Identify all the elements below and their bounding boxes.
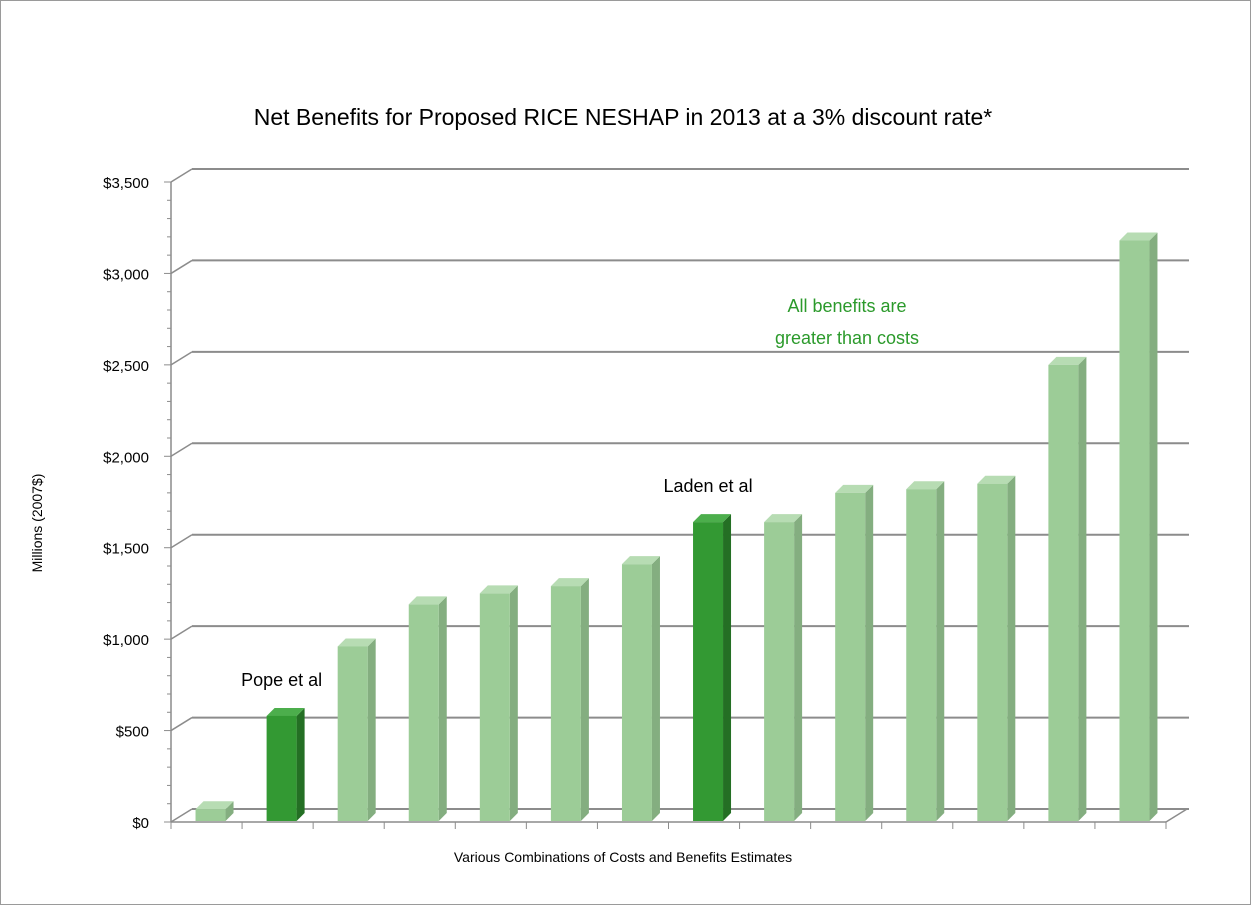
bar-top <box>621 556 660 565</box>
bar-11 <box>906 481 945 821</box>
bar-front <box>550 586 581 821</box>
y-tick-label: $2,500 <box>103 358 149 375</box>
bar-front <box>479 593 510 821</box>
bar-side <box>367 638 376 821</box>
axes <box>164 181 1188 829</box>
bar-side <box>794 514 803 821</box>
bar-top <box>835 484 874 493</box>
grid-diag-5 <box>170 351 193 366</box>
bar-4 <box>408 596 447 821</box>
bar-front <box>195 809 226 821</box>
bar-12 <box>977 475 1016 821</box>
y-tick-labels: $0 $500 $1,000 $1,500 $2,000 $2,500 $3,000 $3,5… <box>103 175 149 832</box>
bar-top <box>1048 356 1087 365</box>
bar-front <box>408 604 439 821</box>
note-line-2: greater than costs <box>775 328 919 348</box>
bar-9 <box>764 514 803 821</box>
bar-front <box>337 646 368 821</box>
bar-side <box>1078 356 1087 821</box>
bar-side <box>438 596 447 821</box>
bar-3 <box>337 638 376 821</box>
bar-top <box>906 481 945 490</box>
bar-top <box>337 638 376 647</box>
bar-top <box>764 514 803 523</box>
bar-front <box>693 522 724 821</box>
bar-front <box>906 489 937 821</box>
bar-front <box>977 483 1008 821</box>
bar-2 <box>266 707 305 821</box>
bar-1 <box>195 801 234 821</box>
bar-top <box>1119 232 1158 241</box>
bar-top <box>266 707 305 716</box>
bar-side <box>651 556 660 821</box>
y-tick-label: $1,500 <box>103 541 149 558</box>
bar-top <box>479 585 518 594</box>
bar-top <box>408 596 447 605</box>
bar-side <box>723 514 732 821</box>
grid-diag-2 <box>170 625 193 640</box>
bar-10 <box>835 484 874 821</box>
grid-diag-7 <box>170 168 193 183</box>
bar-8 <box>693 514 732 821</box>
bar-side <box>865 484 874 821</box>
bar-14 <box>1119 232 1158 821</box>
bar-front <box>266 715 297 821</box>
x-axis-label: Various Combinations of Costs and Benefi… <box>454 849 792 865</box>
annotations: Pope et al Laden et al <box>241 476 752 690</box>
grid-diag-4 <box>170 442 193 457</box>
y-tick-label: $3,000 <box>103 266 149 283</box>
bar-side <box>225 801 234 821</box>
bar-top <box>550 578 589 587</box>
bar-front <box>835 492 866 821</box>
annotation-1: Pope et al <box>241 670 322 690</box>
bar-5 <box>479 585 518 821</box>
grid-diag-6 <box>170 259 193 275</box>
bar-top <box>977 475 1016 484</box>
bar-side <box>296 707 305 821</box>
annotation-2: Laden et al <box>663 476 752 496</box>
bar-front <box>764 522 795 821</box>
grid-diag-3 <box>170 534 193 549</box>
y-tick-label: $3,500 <box>103 175 149 192</box>
bar-front <box>1048 364 1079 821</box>
grid-diag-1 <box>170 716 193 732</box>
y-tick-label: $500 <box>116 724 149 741</box>
bar-side <box>1007 475 1016 821</box>
chart-title: Net Benefits for Proposed RICE NESHAP in… <box>254 104 993 130</box>
y-axis-label: Millions (2007$) <box>29 474 45 573</box>
bar-top <box>693 514 732 523</box>
bar-6 <box>550 578 589 821</box>
bar-13 <box>1048 356 1087 821</box>
bars <box>195 232 1158 821</box>
y-tick-label: $0 <box>132 815 149 832</box>
bar-front <box>1119 240 1150 821</box>
bar-side <box>1149 232 1158 821</box>
bar-front <box>621 564 652 821</box>
y-tick-label: $1,000 <box>103 632 149 649</box>
grid-diag-0 <box>170 808 193 823</box>
floor-edge <box>1165 808 1188 823</box>
bar-side <box>509 585 518 821</box>
note-line-1: All benefits are <box>787 296 906 316</box>
bar-side <box>936 481 945 821</box>
bar-7 <box>621 556 660 821</box>
bar-top <box>195 801 234 810</box>
y-tick-label: $2,000 <box>103 449 149 466</box>
bar-side <box>580 578 589 821</box>
